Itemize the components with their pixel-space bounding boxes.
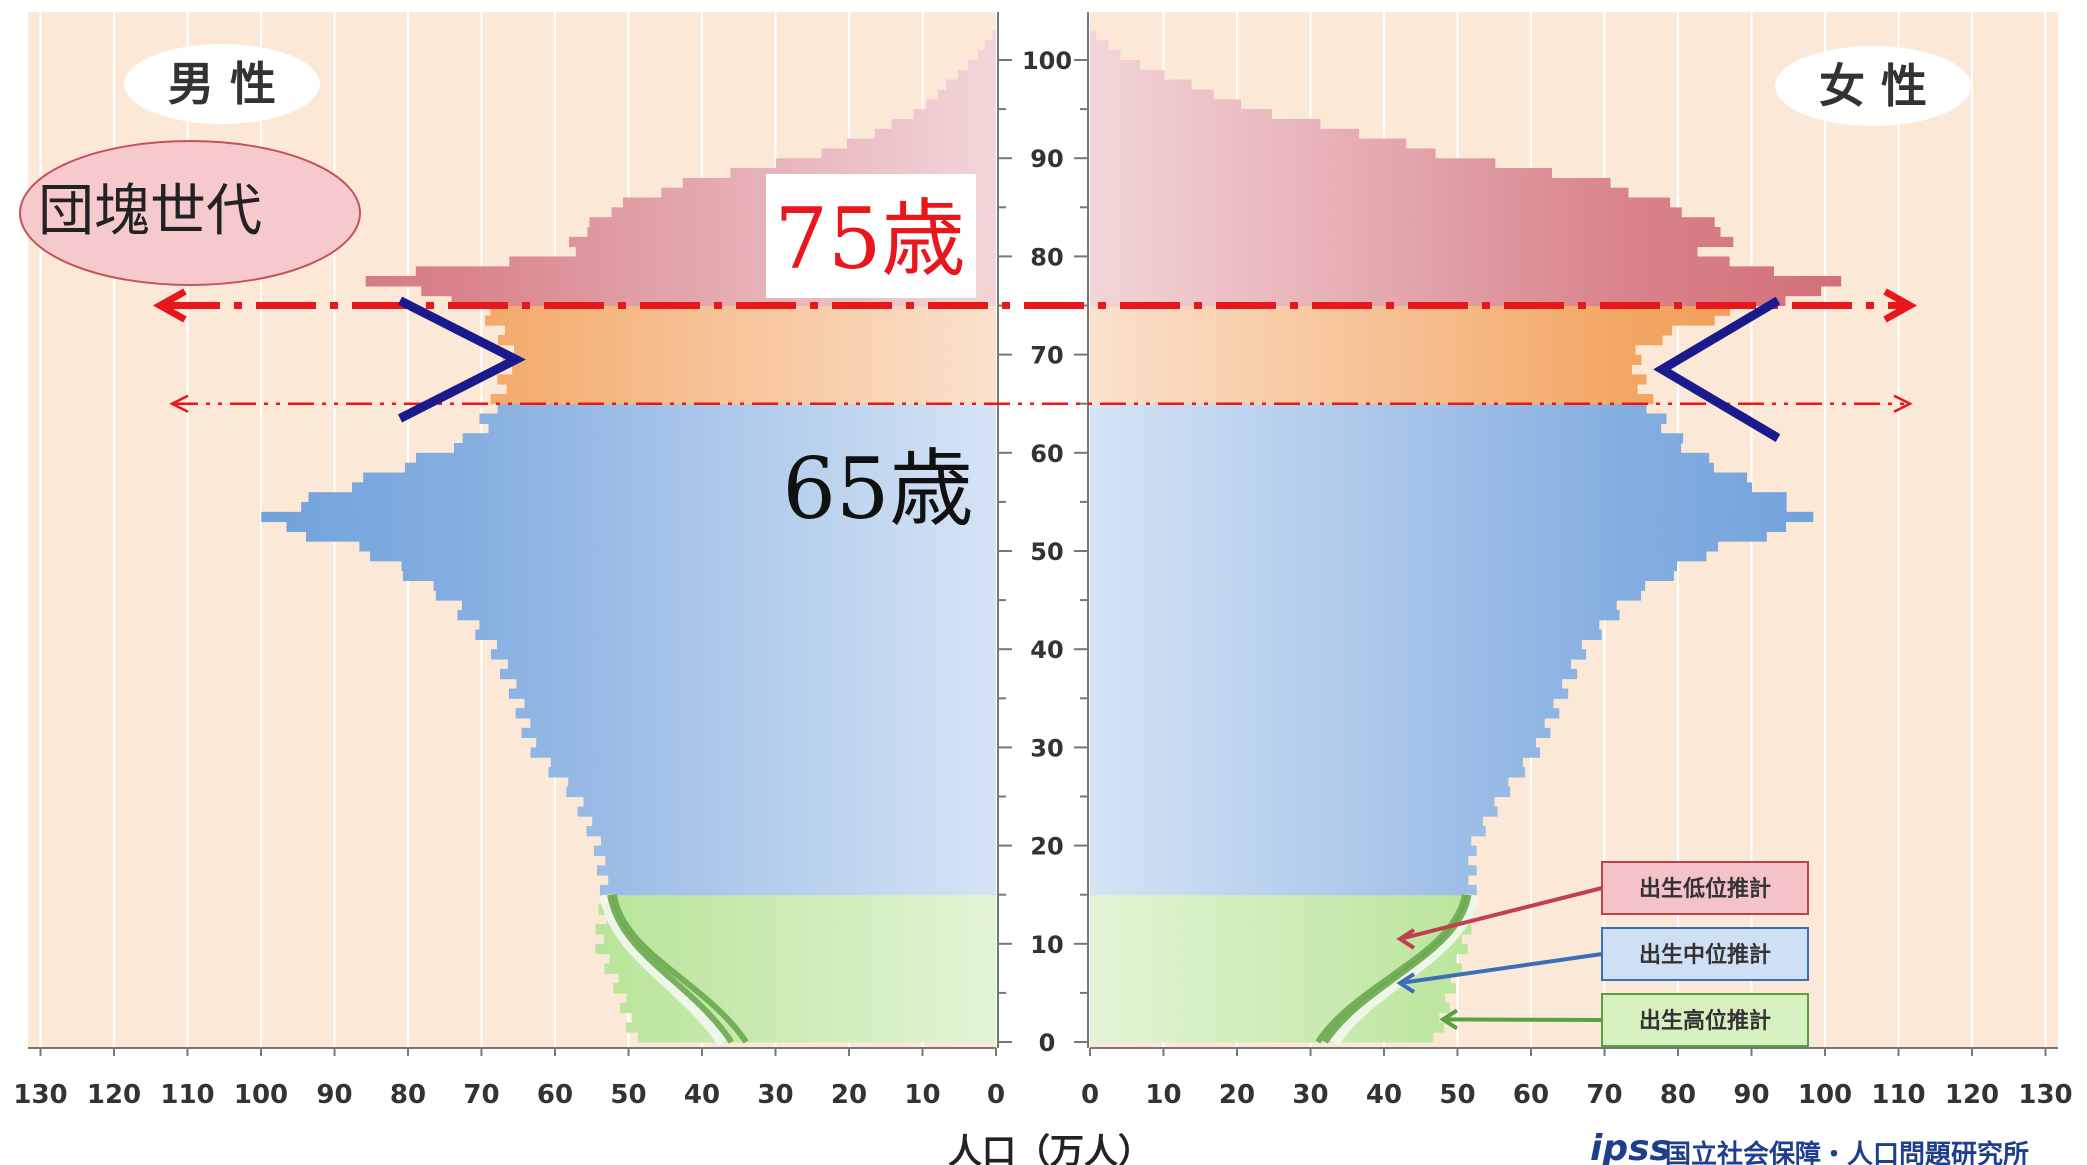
male-x-tick-label: 30 — [757, 1080, 793, 1110]
x-axis-label: 人口（万人） — [948, 1132, 1152, 1165]
male-x-tick-label: 10 — [904, 1080, 940, 1110]
male-x-tick-label: 130 — [13, 1080, 67, 1110]
male-x-tick-label: 40 — [684, 1080, 720, 1110]
female-x-tick-label: 30 — [1292, 1080, 1328, 1110]
male-x-tick-label: 110 — [160, 1080, 214, 1110]
female-x-tick-label: 10 — [1145, 1080, 1181, 1110]
age-tick-label: 70 — [1030, 342, 1063, 370]
male-x-tick-label: 90 — [316, 1080, 352, 1110]
female-x-tick-label: 130 — [2018, 1080, 2072, 1110]
legend-entry — [1601, 861, 1809, 915]
male-x-tick-label: 20 — [831, 1080, 867, 1110]
age-75-label-box — [766, 174, 976, 298]
source-text: 国立社会保障・人口問題研究所 — [1665, 1139, 2029, 1165]
projection-curve — [1322, 894, 1472, 1044]
projection-curve — [1315, 894, 1468, 1044]
male-x-tick-label: 100 — [234, 1080, 288, 1110]
female-x-tick-label: 100 — [1798, 1080, 1852, 1110]
age-tick-label: 30 — [1030, 734, 1063, 762]
legend-pointer — [1442, 1017, 1603, 1022]
age-65-label: 65歳 — [783, 440, 974, 538]
female-label-text: 女 性 — [1819, 59, 1927, 113]
female-x-tick-label: 60 — [1513, 1080, 1549, 1110]
dankai-label: 団塊世代 — [38, 179, 262, 244]
female-x-tick-label: 90 — [1733, 1080, 1769, 1110]
legend-pointer-arrow-icon — [1439, 1008, 1459, 1031]
female-x-tick-label: 80 — [1660, 1080, 1696, 1110]
age-axis: 0 10 20 30 40 50 60 70 80 90 100 — [996, 0, 1090, 1057]
male-x-tick-label: 60 — [537, 1080, 573, 1110]
legend-label: 出生低位推計 — [1639, 876, 1771, 902]
age-65-arrow-right-icon — [1893, 394, 1913, 413]
legend-entry — [1601, 927, 1809, 981]
age-lines — [152, 288, 1918, 442]
female-x-tick-label: 40 — [1366, 1080, 1402, 1110]
legend-entry — [1601, 993, 1809, 1047]
age-75-arrow-left-icon — [152, 288, 187, 323]
female-x-tick-label: 20 — [1219, 1080, 1255, 1110]
female-x-tick-label: 110 — [1871, 1080, 1925, 1110]
female-x-tick-label: 0 — [1081, 1080, 1099, 1110]
age-75-label: 75歳 — [775, 190, 966, 288]
age-tick-label: 20 — [1030, 833, 1063, 861]
male-x-tick-label: 0 — [987, 1080, 1005, 1110]
projection-curve — [607, 894, 734, 1044]
projection-curve — [599, 893, 730, 1046]
age-tick-label: 50 — [1030, 538, 1063, 566]
male-x-tick-label: 120 — [87, 1080, 141, 1110]
projection-curve — [1326, 893, 1480, 1046]
age-tick-label: 60 — [1030, 440, 1063, 468]
age-tick-label: 80 — [1030, 243, 1063, 271]
legend-pointer — [1399, 952, 1603, 986]
female-label: 女 性 — [1775, 46, 1971, 126]
legend-pointer-arrow-icon — [1396, 928, 1416, 950]
female-chevron-icon — [1653, 296, 1781, 442]
female-x-axis: 0 10 20 30 40 50 60 70 80 90 100 110 120 130 — [1081, 1047, 2073, 1110]
age-75-arrow-right-icon — [1883, 288, 1918, 323]
male-x-tick-label: 50 — [610, 1080, 646, 1110]
projection-curve — [610, 894, 749, 1044]
male-chevron-icon — [397, 296, 526, 423]
age-tick-label: 10 — [1030, 931, 1063, 959]
male-x-axis: 130 120 110 100 90 80 70 60 50 40 30 20 10 0 — [13, 1047, 1005, 1110]
female-x-tick-label: 120 — [1945, 1080, 1999, 1110]
dankai-callout: 団塊世代 — [19, 140, 361, 286]
source-logo-icon: ipss — [1590, 1128, 1671, 1165]
male-x-tick-label: 80 — [390, 1080, 426, 1110]
age-tick-label: 40 — [1030, 636, 1063, 664]
male-label-text: 男 性 — [168, 57, 276, 111]
age-tick-label: 100 — [1022, 47, 1072, 75]
male-x-tick-label: 70 — [463, 1080, 499, 1110]
legend-label: 出生中位推計 — [1639, 942, 1771, 968]
age-axis-band — [996, 0, 1090, 1048]
legend-pointer-arrow-icon — [1396, 972, 1416, 994]
age-tick-label: 90 — [1030, 145, 1063, 173]
projection-curves — [599, 893, 1480, 1046]
age-65-arrow-left-icon — [169, 394, 189, 413]
male-label: 男 性 — [124, 44, 320, 124]
female-x-tick-label: 70 — [1586, 1080, 1622, 1110]
legend-pointer — [1399, 886, 1603, 941]
source-credit: ipss 国立社会保障・人口問題研究所 — [1590, 1128, 2029, 1165]
legend-label: 出生高位推計 — [1639, 1008, 1771, 1034]
female-x-tick-label: 50 — [1439, 1080, 1475, 1110]
age-tick-label: 0 — [1039, 1029, 1056, 1057]
